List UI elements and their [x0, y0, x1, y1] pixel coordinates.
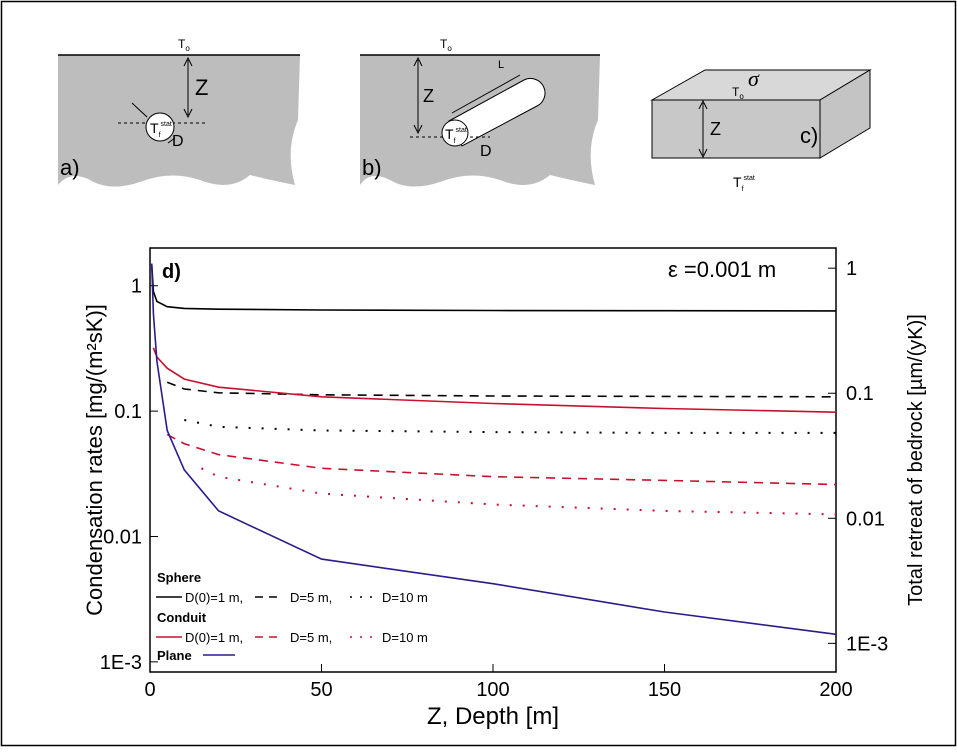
line-series — [200, 467, 837, 516]
y2-tick-label: 0.1 — [846, 383, 874, 405]
y-tick-label: 0.01 — [103, 526, 142, 548]
depth-label: Z — [710, 119, 721, 139]
conduit — [448, 77, 546, 147]
legend-group-title: Sphere — [157, 570, 201, 585]
panel-label: c) — [800, 123, 818, 148]
y-tick-label: 1E-3 — [100, 652, 142, 674]
x-tick-label: 100 — [476, 679, 509, 701]
diameter-label: D — [172, 133, 184, 150]
legend-label: D=10 m — [382, 630, 428, 645]
x-tick-label: 0 — [144, 679, 155, 701]
arrow-heads — [413, 56, 423, 135]
y-tick-label: 0.1 — [114, 401, 142, 423]
line-series — [152, 347, 837, 413]
legend-label: D=10 m — [382, 590, 428, 605]
legend-label: D=5 m, — [290, 590, 332, 605]
rock-mass — [58, 55, 300, 187]
slab-front — [651, 99, 821, 159]
sphere — [145, 112, 175, 142]
depth-label: Z — [195, 75, 208, 100]
conduit-end — [441, 119, 469, 147]
line-series — [150, 263, 837, 312]
legend-label: D(0)=1 m, — [185, 590, 243, 605]
panel-c: σ To Z c) Tfstat — [650, 66, 872, 193]
legend-label: D(0)=1 m, — [185, 630, 243, 645]
legend-label: D=5 m, — [290, 630, 332, 645]
depth-label: Z — [423, 86, 434, 106]
panel-label: d) — [162, 261, 181, 283]
y-tick-label: 1 — [131, 276, 142, 298]
x-tick-label: 50 — [310, 679, 332, 701]
cavity-temp: Tfstat — [445, 126, 467, 145]
cavity-temp: Tfstat — [733, 174, 755, 193]
x-tick-label: 200 — [819, 679, 852, 701]
y-axis-label: Condensation rates [mg/(m²sK)] — [82, 304, 107, 616]
y2-tick-label: 0.01 — [846, 508, 885, 530]
y2-axis-label: Total retreat of bedrock [µm/(yK)] — [905, 314, 927, 606]
line-series — [166, 433, 837, 486]
panel-label: a) — [60, 155, 80, 180]
panel-a: To Z Tfstat D a) — [58, 37, 300, 187]
legend-group-title: Plane — [157, 648, 192, 663]
x-axis-label: Z, Depth [m] — [427, 703, 559, 730]
line-series — [150, 263, 837, 636]
surface-temp: To — [178, 37, 190, 53]
diameter-label: D — [480, 143, 492, 160]
legend-group-title: Conduit — [157, 610, 207, 625]
annotation: ε =0.001 m — [668, 257, 776, 282]
sigma: σ — [748, 66, 760, 91]
x-tick-label: 150 — [648, 679, 681, 701]
diameter-arrows — [131, 102, 176, 144]
y2-tick-label: 1 — [846, 258, 857, 280]
surface-temp: To — [440, 37, 452, 53]
arrow-heads — [183, 56, 193, 119]
panel-label: b) — [362, 155, 382, 180]
length-label: L — [498, 59, 504, 71]
panel-b: L To Z Tfstat D b) — [360, 37, 600, 187]
length-arrow — [451, 74, 521, 114]
line-series — [166, 381, 837, 398]
arrow-heads — [698, 99, 708, 159]
y2-tick-label: 1E-3 — [846, 633, 888, 655]
cavity-temp: Tfstat — [150, 120, 172, 139]
chart: d) ε =0.001 m Z, Depth [m] Condensation … — [82, 247, 927, 730]
surface-temp: To — [732, 85, 744, 101]
